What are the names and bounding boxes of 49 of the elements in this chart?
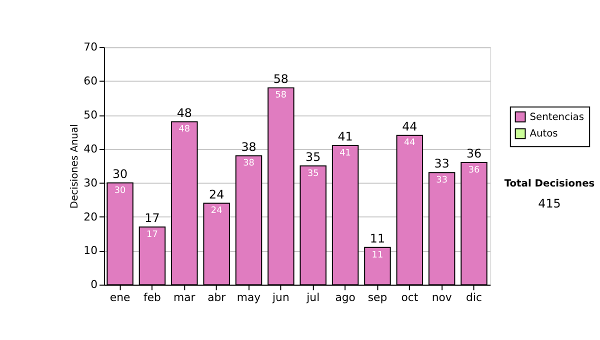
y-axis-title: Decisiones Anual: [70, 124, 81, 209]
y-tick-label: 40: [84, 142, 98, 156]
data-label: 33: [436, 176, 448, 186]
data-label: 35: [307, 168, 319, 179]
total-label: 48: [176, 106, 192, 120]
x-tick-label: ago: [335, 291, 356, 304]
total-label: 36: [466, 146, 482, 161]
x-tick-label: dic: [466, 291, 482, 304]
text: Total Decisiones: [504, 178, 595, 190]
data-label: 48: [178, 124, 190, 135]
data-label: 30: [114, 186, 126, 196]
legend-label: Autos: [530, 128, 558, 140]
legend-label: Sentencias: [530, 112, 584, 123]
y-tick-label: 50: [84, 108, 98, 122]
total-label: 30: [112, 166, 128, 181]
y-tick-label: 70: [84, 40, 98, 54]
total-label: 24: [209, 187, 224, 202]
data-label: 38: [243, 158, 255, 169]
x-tick-label: mar: [174, 291, 196, 304]
x-tick-label: abr: [208, 291, 226, 304]
total-label: 41: [338, 130, 353, 144]
x-tick-label: jul: [306, 291, 320, 304]
data-label: 11: [372, 250, 384, 260]
data-label: 41: [340, 148, 351, 158]
total-label: 58: [273, 72, 289, 86]
y-tick-label: 30: [84, 176, 98, 190]
x-tick-label: sep: [368, 291, 388, 304]
data-label: 58: [275, 90, 287, 101]
data-label: 24: [210, 206, 223, 216]
x-tick-label: nov: [432, 291, 452, 304]
x-tick-label: oct: [401, 291, 418, 304]
total-label: 44: [402, 119, 418, 134]
data-label: 17: [146, 230, 158, 240]
y-tick-label: 10: [84, 244, 98, 258]
text: 415: [538, 196, 561, 210]
y-tick-label: 0: [90, 278, 98, 292]
total-label: 33: [434, 156, 450, 171]
data-label: 44: [404, 138, 416, 148]
x-tick-label: may: [236, 291, 262, 304]
x-tick-label: jun: [272, 291, 290, 304]
total-label: 11: [370, 231, 386, 246]
total-label: 38: [241, 140, 256, 154]
x-tick-label: feb: [144, 291, 162, 304]
y-tick-label: 20: [84, 210, 98, 224]
y-tick-label: 60: [84, 74, 98, 88]
data-label: 36: [468, 165, 480, 176]
total-label: 35: [306, 150, 321, 164]
total-label: 17: [144, 211, 160, 226]
x-tick-label: ene: [110, 291, 130, 304]
